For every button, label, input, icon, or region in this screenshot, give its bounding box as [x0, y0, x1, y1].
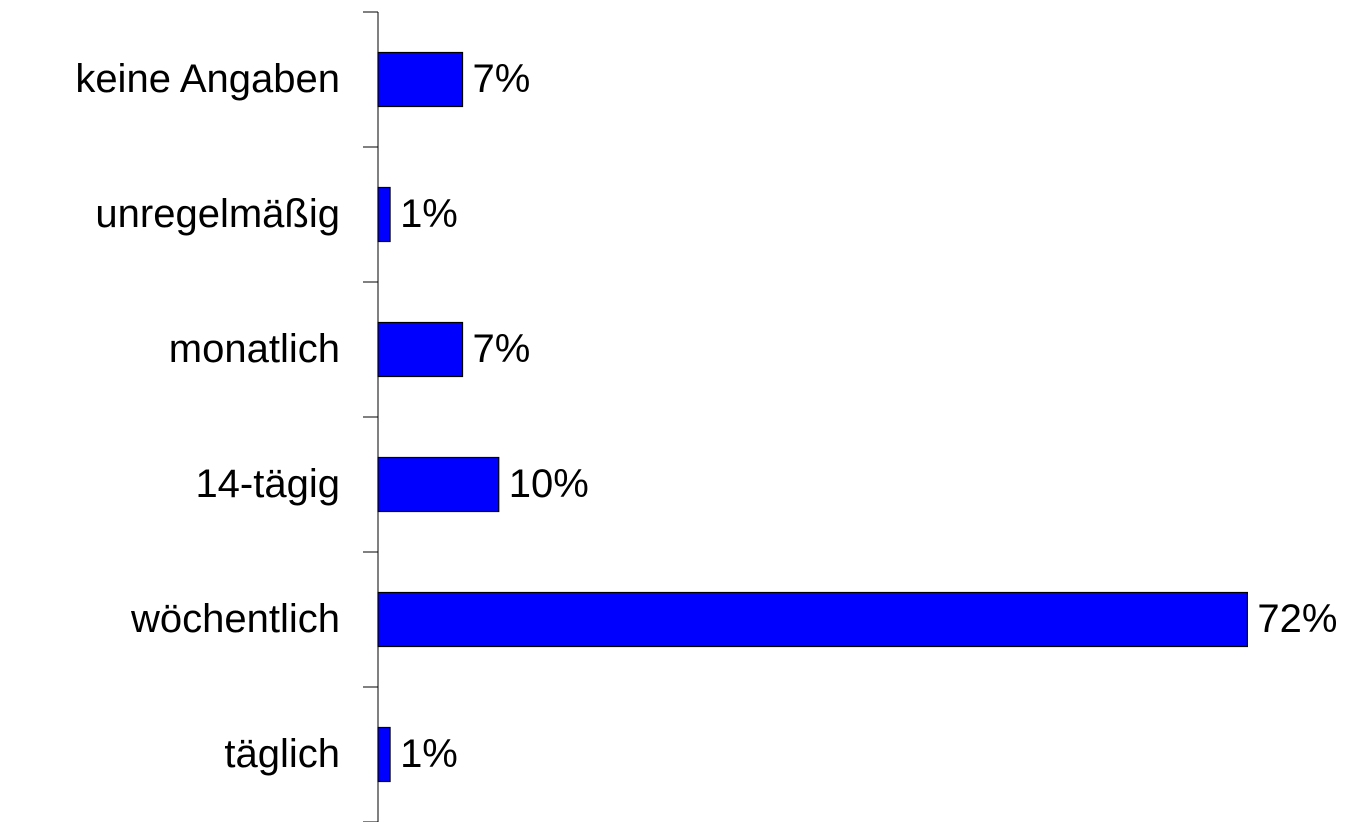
bar: [377, 186, 391, 243]
value-label: 1%: [400, 192, 458, 236]
value-label: 7%: [473, 57, 531, 101]
value-label: 7%: [473, 327, 531, 371]
value-label: 10%: [509, 462, 589, 506]
bar: [377, 51, 464, 108]
category-label: unregelmäßig: [95, 192, 340, 236]
category-label: 14-tägig: [195, 462, 340, 506]
value-label: 1%: [400, 732, 458, 776]
category-label: wöchentlich: [130, 597, 340, 641]
bar: [377, 591, 1249, 648]
bar: [377, 456, 500, 513]
category-label: monatlich: [169, 327, 340, 371]
bar: [377, 726, 391, 783]
bar: [377, 321, 464, 378]
value-label: 72%: [1257, 597, 1337, 641]
category-label: täglich: [224, 732, 340, 776]
category-label: keine Angaben: [75, 57, 340, 101]
